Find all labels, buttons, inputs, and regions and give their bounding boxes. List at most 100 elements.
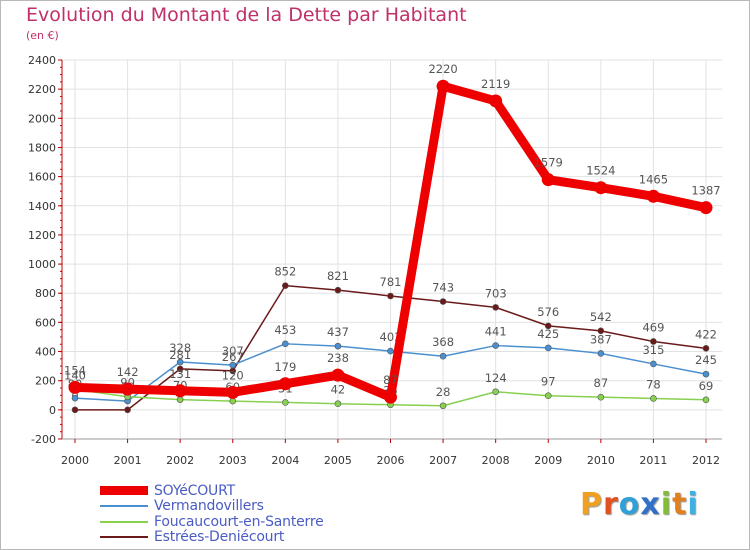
data-point — [492, 304, 499, 311]
data-point — [650, 338, 657, 345]
data-label: 87 — [383, 373, 398, 387]
data-point — [544, 344, 552, 352]
data-label: 238 — [327, 351, 349, 365]
data-label: 131 — [169, 367, 191, 381]
data-point — [334, 286, 342, 294]
y-tick-label: 600 — [35, 316, 56, 329]
data-label: 154 — [64, 363, 86, 377]
data-point — [384, 390, 397, 404]
data-point — [226, 385, 240, 399]
series-soyecourt: 154 142 131 120 179 238 87 2220 2119 1579 1524 1465… — [64, 62, 721, 404]
x-tick-label: 2000 — [61, 454, 89, 467]
logo-letter: t — [672, 487, 688, 522]
data-label: 425 — [537, 327, 559, 341]
legend-item: Vermandovillers — [100, 498, 324, 515]
data-point — [71, 394, 79, 402]
data-point — [282, 399, 289, 406]
x-tick-label: 2005 — [324, 454, 352, 467]
data-label: 142 — [117, 365, 139, 379]
data-point — [331, 368, 345, 382]
legend-label: Vermandovillers — [154, 498, 264, 515]
x-tick-label: 2009 — [534, 454, 562, 467]
data-label: 281 — [169, 348, 191, 362]
legend-swatch — [100, 536, 148, 539]
data-label: 576 — [537, 305, 559, 319]
data-label: 315 — [642, 343, 664, 357]
data-point — [702, 396, 710, 404]
data-point — [176, 358, 184, 366]
legend-label: Estrées-Deniécourt — [154, 529, 285, 546]
data-label: 437 — [327, 325, 349, 339]
data-point — [387, 347, 394, 355]
data-label: 743 — [432, 281, 454, 295]
data-label: 179 — [274, 360, 296, 374]
data-point — [439, 352, 447, 360]
data-label: 140 — [64, 368, 86, 382]
y-tick-label: 1600 — [28, 171, 56, 184]
logo-letter: i — [660, 487, 673, 522]
series-estrees-deniecourt: 00281267852821781743703576542469422 — [71, 265, 717, 414]
data-label: 87 — [594, 376, 609, 390]
data-label: 328 — [169, 341, 191, 355]
logo-letter: o — [618, 487, 641, 522]
data-point — [594, 181, 608, 195]
data-label: 781 — [380, 275, 402, 289]
data-label: 69 — [699, 379, 714, 393]
data-point — [124, 406, 131, 414]
data-point — [597, 350, 605, 357]
y-tick-label: 1400 — [28, 200, 56, 213]
y-tick-label: 2000 — [28, 112, 56, 125]
y-tick-label: 1000 — [28, 258, 56, 271]
data-label: 78 — [646, 377, 661, 391]
data-label: 1465 — [639, 172, 668, 186]
data-label: 368 — [432, 335, 454, 349]
x-tick-label: 2007 — [429, 454, 457, 467]
legend-swatch — [100, 520, 148, 523]
y-tick-label: 800 — [35, 287, 56, 300]
data-point — [176, 365, 184, 373]
logo-letter: x — [640, 487, 661, 522]
x-tick-label: 2006 — [377, 454, 405, 467]
logo-letter: P — [580, 487, 603, 522]
data-label: 267 — [222, 350, 244, 364]
data-point — [544, 322, 552, 330]
x-tick-label: 2008 — [482, 454, 510, 467]
data-point — [436, 79, 450, 93]
data-point — [71, 406, 79, 414]
y-tick-label: 1800 — [28, 141, 56, 154]
y-tick-label: 2400 — [28, 54, 56, 67]
x-tick-label: 2001 — [114, 454, 142, 467]
x-tick-label: 2002 — [166, 454, 194, 467]
data-point — [229, 397, 237, 405]
data-label: 2220 — [428, 62, 457, 76]
data-label: 1387 — [691, 184, 720, 198]
data-point — [646, 189, 660, 203]
data-point — [544, 392, 552, 400]
legend-item: Estrées-Deniécourt — [100, 529, 324, 546]
data-point — [334, 400, 342, 408]
legend-swatch — [100, 505, 148, 508]
y-tick-label: 400 — [35, 346, 56, 359]
data-point — [121, 382, 135, 396]
data-point — [282, 282, 289, 289]
data-label: 703 — [485, 286, 507, 300]
x-tick-label: 2010 — [587, 454, 615, 467]
data-point — [387, 292, 394, 300]
legend-item: SOYéCOURT — [100, 483, 324, 499]
data-point — [597, 393, 605, 401]
data-label: 124 — [485, 371, 507, 385]
data-point — [597, 327, 605, 335]
data-label: 387 — [590, 332, 612, 346]
data-point — [699, 201, 713, 215]
data-label: 542 — [590, 310, 612, 324]
y-tick-label: 0 — [49, 404, 56, 417]
data-label: 97 — [541, 375, 556, 389]
data-label: 307 — [222, 344, 244, 358]
data-point — [278, 377, 292, 391]
data-label: 245 — [695, 353, 717, 367]
logo-letter: i — [687, 487, 699, 522]
data-point — [492, 342, 499, 349]
data-label: 453 — [274, 323, 296, 337]
chart-title: Evolution du Montant de la Dette par Hab… — [26, 4, 467, 26]
